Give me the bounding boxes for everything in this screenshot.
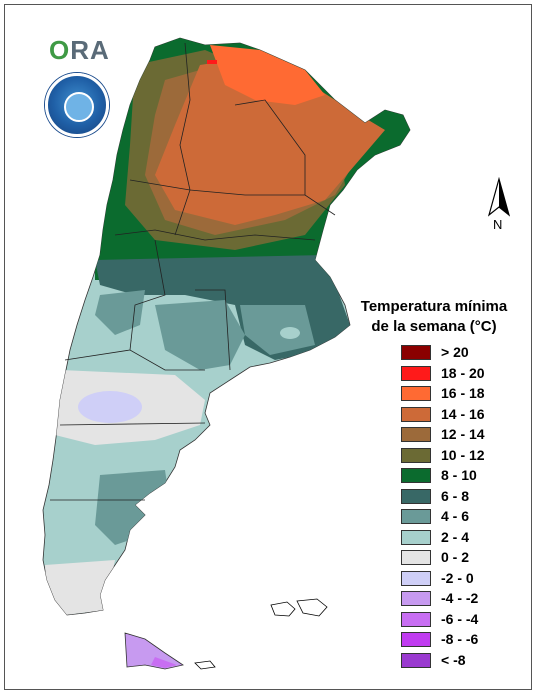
legend-swatch xyxy=(401,529,431,545)
legend-swatch xyxy=(401,509,431,524)
legend-label: 14 - 16 xyxy=(441,405,485,422)
malvinas-islands xyxy=(270,598,328,617)
legend-swatch xyxy=(401,386,431,401)
legend-label: 18 - 20 xyxy=(441,364,485,381)
legend-swatch xyxy=(401,406,431,422)
legend-swatch xyxy=(401,468,431,483)
map-frame: ORA N Temperatura mínima de la semana (°… xyxy=(4,4,532,690)
legend-label: -2 - 0 xyxy=(441,569,474,586)
legend-swatch xyxy=(401,427,431,442)
legend-swatch xyxy=(401,365,431,381)
logo-wordmark: ORA xyxy=(49,35,110,65)
tierra-del-fuego xyxy=(124,632,185,670)
legend-swatch xyxy=(401,652,431,668)
legend-label: 4 - 6 xyxy=(441,508,470,524)
ora-logo: ORA xyxy=(39,35,119,137)
legend-label: 10 - 12 xyxy=(441,446,485,463)
legend-label: 8 - 10 xyxy=(441,467,477,483)
legend-swatch xyxy=(401,632,431,647)
temperature-map xyxy=(42,37,411,670)
legend-label: 0 - 2 xyxy=(441,549,470,565)
north-label: N xyxy=(493,217,503,232)
legend-swatch xyxy=(401,550,431,565)
legend-swatch xyxy=(401,611,431,627)
legend-label: 12 - 14 xyxy=(441,426,485,442)
legend-swatch xyxy=(401,345,431,360)
legend-label: 16 - 18 xyxy=(441,385,485,401)
legend-swatch xyxy=(401,591,431,606)
legend-title: Temperatura mínima de la semana (°C) xyxy=(360,298,508,335)
legend-swatch xyxy=(401,488,431,504)
north-arrow-icon: N xyxy=(485,176,513,237)
legend-label: < -8 xyxy=(441,651,466,668)
legend-label: -6 - -4 xyxy=(441,610,479,627)
smn-emblem-icon xyxy=(45,73,109,137)
legend-swatch xyxy=(401,447,431,463)
legend-label: -8 - -6 xyxy=(441,631,479,647)
legend-swatch xyxy=(401,570,431,586)
legend-label: -4 - -2 xyxy=(441,590,479,606)
legend-label: 6 - 8 xyxy=(441,487,470,504)
province-borders xyxy=(50,42,336,501)
legend-label: > 20 xyxy=(441,344,469,360)
legend-label: 2 - 4 xyxy=(441,528,470,545)
